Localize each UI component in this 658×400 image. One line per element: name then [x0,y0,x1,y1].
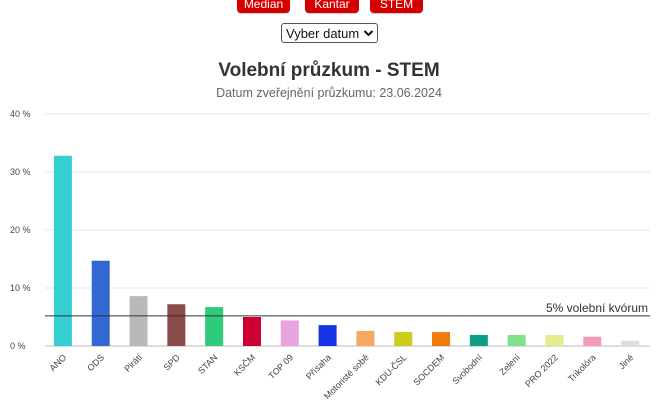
bar [318,325,337,346]
x-tick-label: Svobodní [450,352,484,386]
x-tick-label: ODS [85,352,106,373]
chart-title: Volební průzkum - STEM [218,60,440,81]
agency-button-kantar[interactable]: Kantar [305,0,359,13]
bar [507,334,526,346]
y-tick-label: 20 % [10,225,31,235]
bar [242,317,261,346]
bar [356,330,375,346]
bar [469,334,488,346]
x-tick-label: Zelení [497,352,522,377]
x-tick-label: SOCDEM [411,352,446,387]
agency-button-stem[interactable]: STEM [370,0,423,13]
bar [53,155,72,346]
x-tick-label: Piráti [122,352,144,374]
y-tick-label: 0 % [10,341,26,351]
date-select[interactable]: Vyber datum [281,23,378,43]
x-tick-label: KDU-ČSL [374,352,409,387]
agency-button-median[interactable]: Median [237,0,290,13]
x-tick-label: Jiné [617,352,636,371]
y-tick-label: 40 % [10,109,31,119]
bar [129,296,148,346]
bar [394,332,413,346]
x-tick-label: SPD [162,352,183,373]
x-tick-label: ANO [47,352,68,373]
chart-subtitle: Datum zveřejnění průzkumu: 23.06.2024 [216,86,442,100]
bar [621,340,640,346]
bar [167,304,186,346]
bar [91,260,110,346]
x-tick-label: STAN [196,352,220,376]
x-tick-label: Trikolóra [566,352,598,384]
quorum-label: 5% volební kvórum [546,301,648,315]
x-tick-label: TOP 09 [266,352,295,381]
chevron-down-icon [363,26,374,43]
y-tick-label: 10 % [10,283,31,293]
bar [205,307,224,346]
x-tick-label: PRO 2022 [523,352,560,389]
bar [280,320,299,346]
x-tick-label: KSČM [232,352,257,377]
bar [432,332,451,346]
date-select-label: Vyber datum [286,26,360,41]
y-tick-label: 30 % [10,167,31,177]
bar [545,334,564,346]
bar [583,336,602,346]
x-tick-label: Přísaha [304,352,333,381]
